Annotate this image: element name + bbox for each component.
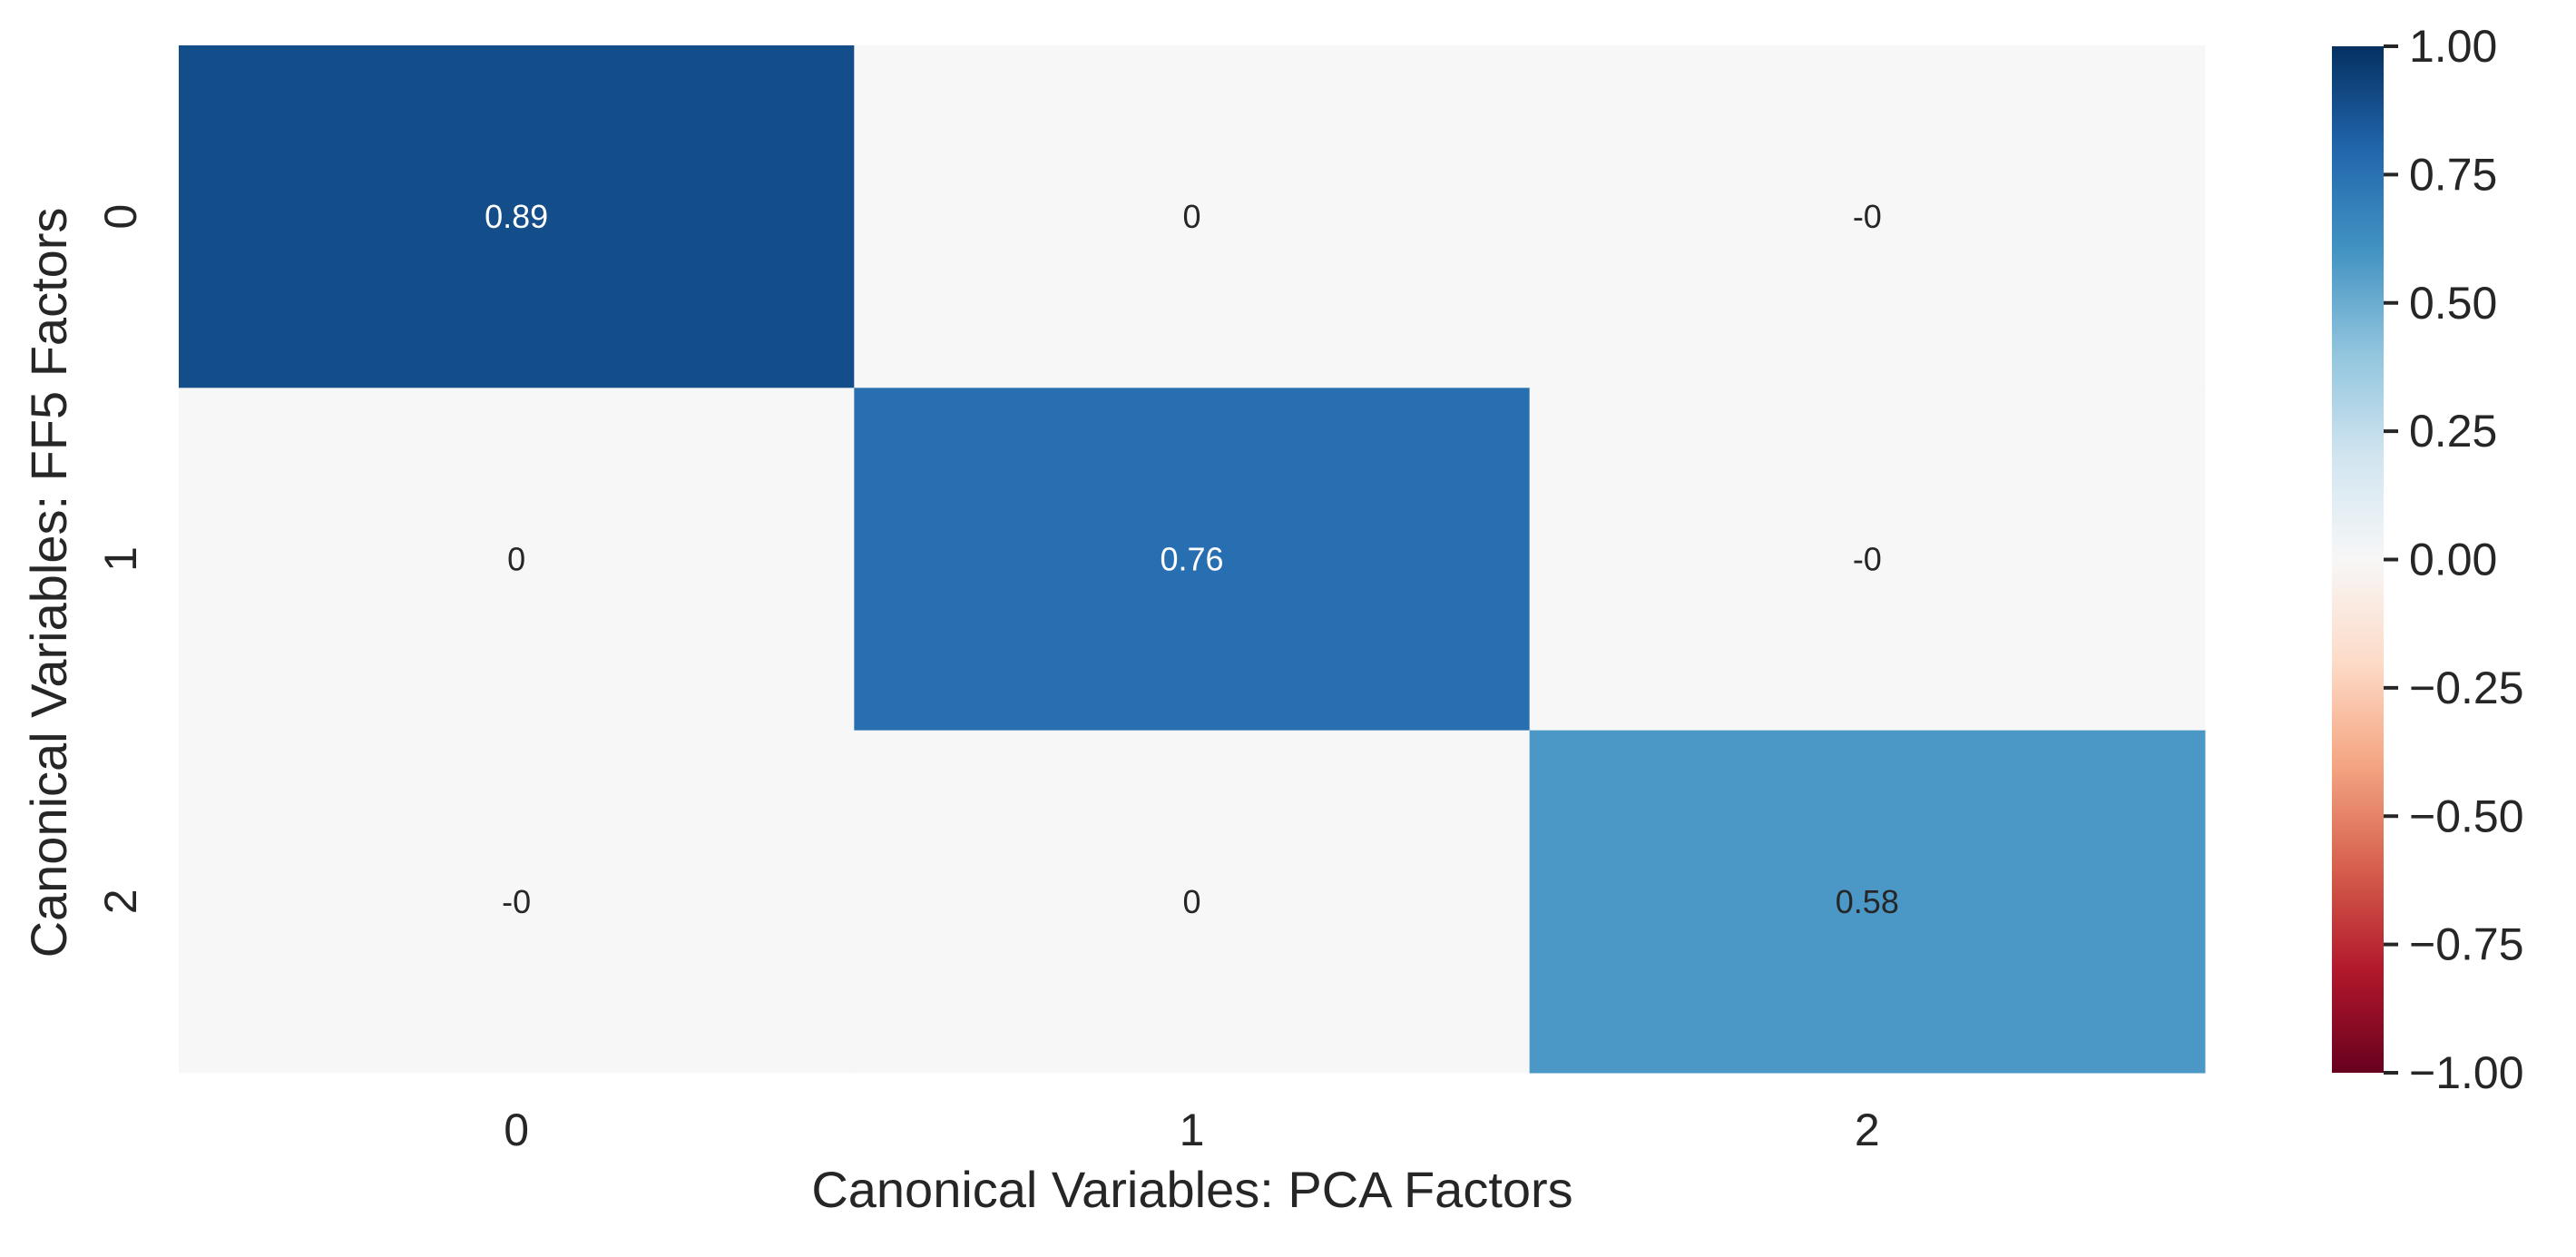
colorbar-tick-label-5: −0.25 xyxy=(2409,663,2524,713)
y-tick-label-0: 0 xyxy=(95,204,146,230)
colorbar-tick-label-1: 0.75 xyxy=(2409,149,2497,200)
cell-annotation-r2-c2: 0.58 xyxy=(1836,883,1899,920)
x-tick-label-0: 0 xyxy=(504,1105,529,1155)
cell-annotation-r2-c0: -0 xyxy=(502,883,531,920)
colorbar-tick-label-8: −1.00 xyxy=(2409,1047,2524,1098)
cell-annotation-r1-c1: 0.76 xyxy=(1160,541,1223,578)
heatmap-cell-r2-c2 xyxy=(1529,730,2206,1074)
x-tick-label-2: 2 xyxy=(1855,1105,1880,1155)
heatmap-cell-r0-c0 xyxy=(179,45,855,388)
cell-annotation-r2-c1: 0 xyxy=(1182,883,1200,920)
heatmap-cell-r1-c2 xyxy=(1529,388,2206,732)
colorbar-ticks: 1.00 0.75 0.50 0.25 0.00 −0.25 −0.50 −0.75 −1.00 xyxy=(2384,21,2524,1098)
cell-annotation-r0-c1: 0 xyxy=(1182,198,1200,235)
colorbar-tick-label-4: 0.00 xyxy=(2409,535,2497,585)
colorbar-tick-label-7: −0.75 xyxy=(2409,919,2524,970)
y-tick-label-1: 1 xyxy=(95,546,146,572)
x-axis-ticks: 0 1 2 xyxy=(504,1105,1879,1155)
y-axis-label: Canonical Variables: FF5 Factors xyxy=(20,208,77,958)
cell-annotation-r0-c2: -0 xyxy=(1853,198,1882,235)
colorbar-tick-label-0: 1.00 xyxy=(2409,21,2497,72)
heatmap-cell-r0-c1 xyxy=(854,45,1531,388)
colorbar-tick-label-6: −0.50 xyxy=(2409,791,2524,841)
cell-annotation-r1-c0: 0 xyxy=(507,541,525,578)
heatmap-cell-r1-c0 xyxy=(179,388,855,732)
heatmap-cell-r2-c1 xyxy=(854,730,1531,1074)
heatmap-cell-r2-c0 xyxy=(179,730,855,1074)
y-axis-ticks: 0 1 2 xyxy=(95,204,146,914)
colorbar-tick-label-3: 0.25 xyxy=(2409,406,2497,457)
heatmap-cell-r1-c1 xyxy=(854,388,1531,732)
colorbar xyxy=(2332,46,2384,1073)
colorbar-tick-label-2: 0.50 xyxy=(2409,278,2497,329)
cell-annotation-r1-c2: -0 xyxy=(1853,541,1882,578)
heatmap-annotations: 0.89 0 -0 0 0.76 -0 -0 0 0.58 xyxy=(485,198,1899,920)
heatmap-cell-r0-c2 xyxy=(1529,45,2206,388)
cell-annotation-r0-c0: 0.89 xyxy=(485,198,548,235)
heatmap-cells xyxy=(179,45,2206,1074)
y-tick-label-2: 2 xyxy=(95,889,146,914)
x-axis-label: Canonical Variables: PCA Factors xyxy=(811,1161,1572,1218)
x-tick-label-1: 1 xyxy=(1180,1105,1205,1155)
